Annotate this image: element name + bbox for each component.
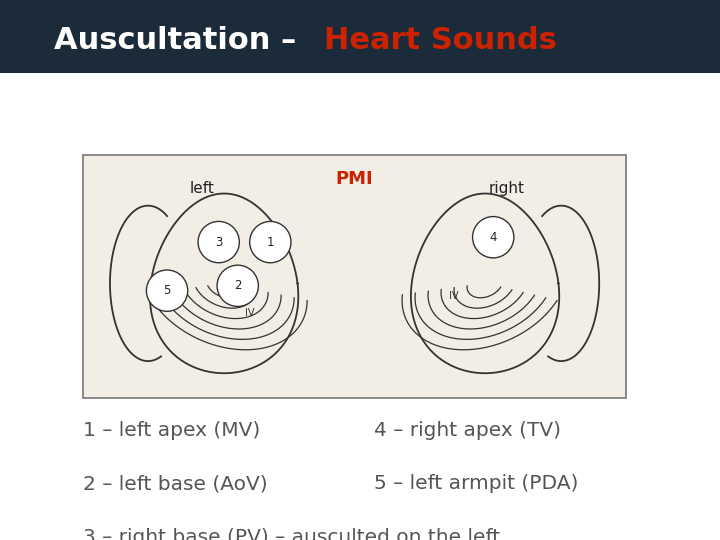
Text: PMI: PMI bbox=[336, 170, 374, 188]
Text: 1: 1 bbox=[266, 235, 274, 248]
Circle shape bbox=[472, 217, 514, 258]
Text: 1 – left apex (MV): 1 – left apex (MV) bbox=[83, 421, 260, 440]
Text: 2 – left base (AoV): 2 – left base (AoV) bbox=[83, 475, 267, 494]
Text: 5: 5 bbox=[163, 284, 171, 297]
Text: 3 – right base (PV) – ausculted on the left: 3 – right base (PV) – ausculted on the l… bbox=[83, 528, 500, 540]
Text: 4 – right apex (TV): 4 – right apex (TV) bbox=[374, 421, 562, 440]
Text: IV: IV bbox=[246, 307, 255, 318]
Circle shape bbox=[146, 270, 188, 311]
Text: 2: 2 bbox=[234, 279, 241, 292]
Text: IV: IV bbox=[449, 291, 459, 301]
Circle shape bbox=[250, 221, 291, 263]
Text: right: right bbox=[489, 181, 525, 196]
Text: left: left bbox=[190, 181, 215, 196]
Text: 5 – left armpit (PDA): 5 – left armpit (PDA) bbox=[374, 475, 579, 494]
Text: 4: 4 bbox=[490, 231, 497, 244]
Circle shape bbox=[217, 265, 258, 307]
Text: Auscultation –: Auscultation – bbox=[54, 25, 307, 55]
Bar bbox=[83, 154, 626, 397]
Text: Heart Sounds: Heart Sounds bbox=[324, 25, 557, 55]
Text: 3: 3 bbox=[215, 235, 222, 248]
Circle shape bbox=[198, 221, 239, 263]
